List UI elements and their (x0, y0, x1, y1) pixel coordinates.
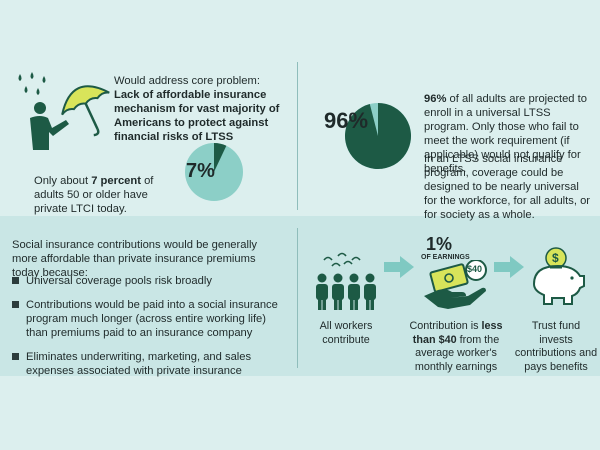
problem-heading-bold: Lack of affordable insurance mechanism f… (114, 89, 280, 143)
enroll-bold: 96% (424, 93, 447, 105)
bottom-divider (297, 228, 298, 368)
list-item: Contributions would be paid into a socia… (12, 298, 286, 340)
pie-7-slice (214, 143, 227, 172)
affordability-intro: Social insurance contributions would be … (12, 239, 258, 279)
hand-money-icon (424, 260, 487, 309)
stat-prefix: Only about (34, 175, 92, 187)
pie-96-label: 96% (324, 108, 369, 133)
affordability-list: Universal coverage pools risk broadly Co… (12, 274, 286, 388)
pie-96-slice (345, 103, 411, 169)
arrow-right-icon (494, 256, 524, 278)
trust-fund-caption: Trust fund invests contributions and pay… (514, 320, 598, 373)
contribution-caption: Contribution is less than $40 from the a… (404, 320, 508, 374)
earnings-percent: 1% (426, 234, 453, 254)
pie-96-percent (345, 103, 411, 169)
arrow-right-icon (384, 256, 414, 278)
bullet-text: Eliminates underwriting, marketing, and … (26, 351, 252, 377)
piggy-bank-icon (532, 247, 585, 305)
bullet-square (12, 301, 19, 308)
earnings-label: OF EARNINGS (421, 254, 470, 261)
piggy-coin-label: $ (552, 251, 559, 265)
problem-heading: Would address core problem: Lack of affo… (114, 74, 292, 144)
workers-caption: All workers contribute (319, 320, 373, 346)
contrib-prefix: Contribution is (409, 320, 482, 332)
list-item: Universal coverage pools risk broadly (12, 274, 286, 288)
pie-7-percent (185, 143, 243, 201)
private-ltci-stat: Only about 7 percent of adults 50 or old… (34, 174, 184, 216)
contrib-suffix: from the average worker's monthly earnin… (414, 333, 500, 373)
enroll-paragraph: 96% of all adults are projected to enrol… (424, 92, 594, 176)
problem-heading-lead: Would address core problem: (114, 75, 260, 87)
bottom-band (0, 216, 600, 376)
bullet-text: Contributions would be paid into a socia… (26, 299, 278, 339)
enroll-rest: of all adults are projected to enroll in… (424, 93, 587, 175)
list-item: Eliminates underwriting, marketing, and … (12, 350, 286, 378)
top-divider (297, 62, 298, 210)
bullet-square (12, 353, 19, 360)
coin-label: $40 (467, 264, 483, 274)
pie-7-label: 7% (186, 160, 215, 182)
bullet-square (12, 277, 19, 284)
contrib-bold: less than $40 (412, 320, 503, 346)
bullet-text: Universal coverage pools risk broadly (26, 275, 212, 287)
workers-icon (316, 252, 376, 310)
coverage-paragraph: In an LTSS social insurance program, cov… (424, 153, 591, 221)
rain-umbrella-icon (18, 72, 110, 150)
stat-suffix: of adults 50 or older have private LTCI … (34, 175, 154, 215)
stat-bold: 7 percent (91, 175, 141, 187)
